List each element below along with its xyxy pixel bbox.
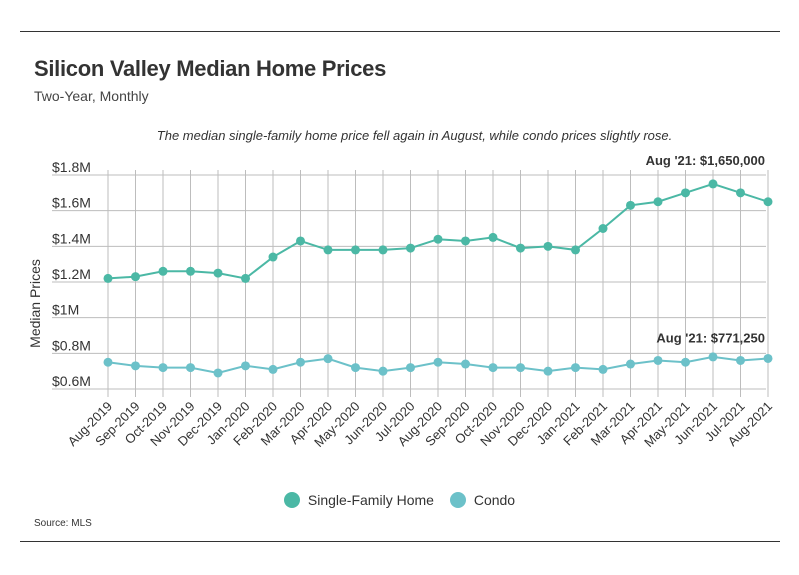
single-family-point	[681, 188, 690, 198]
single-family-point	[461, 236, 470, 246]
source-note: Source: MLS	[34, 518, 92, 529]
condo-point	[378, 366, 388, 376]
single-family-point	[213, 268, 223, 278]
chart-annotation: The median single-family home price fell…	[156, 128, 673, 143]
condo-point	[626, 359, 635, 369]
condo-point	[736, 355, 745, 365]
y-tick-label: $0.6M	[52, 373, 91, 389]
condo-point	[103, 357, 113, 367]
legend-label-single-family: Single-Family Home	[307, 492, 434, 508]
condo-point	[763, 353, 773, 363]
condo-point	[543, 366, 553, 376]
single-family-point	[488, 232, 498, 242]
y-tick-label: $1.8M	[52, 159, 91, 175]
condo-point	[323, 354, 333, 364]
condo-point	[268, 364, 278, 374]
condo-point	[653, 355, 663, 365]
legend-item-condo[interactable]: Condo	[449, 492, 516, 508]
legend-label-condo: Condo	[473, 492, 516, 508]
condo-point	[131, 361, 140, 371]
single-family-point	[351, 245, 360, 255]
single-family-swatch	[283, 492, 300, 508]
y-tick-label: $1.2M	[52, 266, 91, 282]
single-family-point	[378, 245, 388, 255]
condo-point	[186, 363, 195, 373]
single-family-point	[323, 245, 333, 255]
chart-subtitle: Two-Year, Monthly	[34, 88, 149, 104]
legend-item-single-family[interactable]: Single-Family Home	[283, 492, 434, 508]
condo-point	[406, 363, 415, 373]
chart-legend: Single-Family Home Condo	[0, 492, 799, 511]
condo-point	[461, 359, 470, 369]
line-chart: $0.6M $0.8M $1M $1.2M $1.4M $1.6M $1.8M Median …	[27, 153, 775, 450]
y-tick-label: $1.6M	[52, 195, 91, 211]
condo-point	[433, 357, 443, 367]
single-family-point	[516, 243, 525, 253]
condo-point	[708, 352, 718, 362]
single-family-point	[626, 200, 635, 210]
single-family-point	[571, 245, 580, 255]
condo-point	[296, 357, 305, 367]
single-family-point	[103, 273, 113, 283]
condo-swatch	[449, 492, 466, 508]
condo-end-label: Aug '21: $771,250	[656, 330, 765, 345]
single-family-point	[708, 179, 718, 189]
single-family-point	[653, 197, 663, 207]
single-family-point	[296, 236, 305, 246]
single-family-point	[406, 243, 415, 253]
single-family-point	[433, 234, 443, 244]
condo-point	[351, 363, 360, 373]
y-tick-label: $1M	[52, 302, 79, 318]
condo-point	[158, 363, 168, 373]
y-tick-label: $0.8M	[52, 337, 91, 353]
single-family-point	[131, 272, 140, 282]
single-family-point	[598, 224, 608, 233]
single-family-point	[763, 197, 773, 207]
condo-point	[241, 361, 250, 371]
condo-point	[213, 368, 223, 378]
single-family-end-label: Aug '21: $1,650,000	[646, 153, 765, 168]
condo-point	[571, 363, 580, 373]
condo-point	[516, 363, 525, 373]
bottom-rule	[20, 541, 780, 542]
single-family-point	[268, 252, 278, 262]
single-family-point	[186, 266, 195, 276]
condo-point	[681, 357, 690, 367]
top-rule	[20, 31, 780, 32]
condo-point	[598, 364, 608, 374]
single-family-point	[736, 188, 745, 198]
single-family-point	[543, 241, 553, 251]
single-family-point	[158, 266, 168, 276]
single-family-point	[241, 273, 250, 283]
chart-title: Silicon Valley Median Home Prices	[34, 56, 387, 81]
y-tick-label: $1.4M	[52, 230, 91, 246]
condo-point	[488, 363, 498, 373]
y-axis-label: Median Prices	[27, 259, 43, 348]
